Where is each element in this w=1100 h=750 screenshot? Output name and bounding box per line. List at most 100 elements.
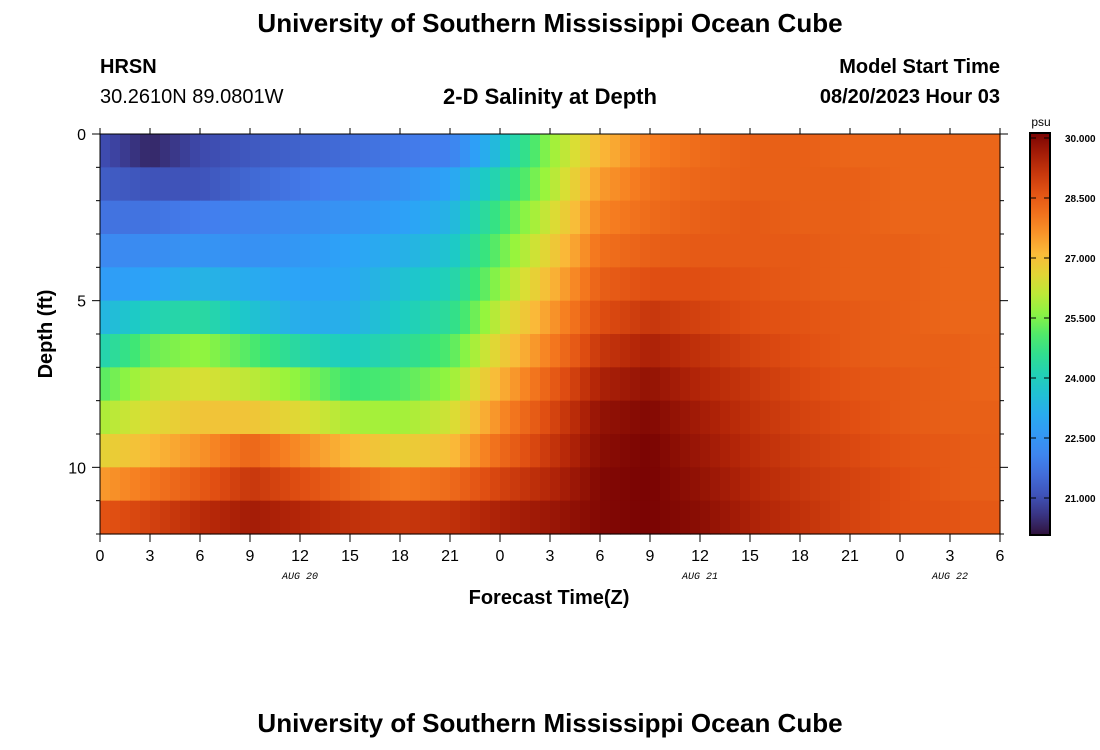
heatmap-cell: [410, 300, 421, 335]
heatmap-cell: [360, 267, 371, 302]
heatmap-cell: [930, 134, 941, 168]
heatmap-cell: [910, 200, 921, 235]
heatmap-cell: [210, 400, 221, 435]
heatmap-cell: [810, 434, 821, 468]
heatmap-cell: [510, 200, 521, 235]
heatmap-cell: [360, 167, 371, 202]
heatmap-cell: [560, 167, 571, 202]
heatmap-cell: [260, 200, 271, 235]
heatmap-cell: [930, 167, 941, 202]
heatmap-cell: [780, 434, 791, 468]
heatmap-cell: [290, 167, 301, 202]
heatmap-cell: [240, 300, 251, 335]
heatmap-cell: [690, 334, 701, 368]
heatmap-cell: [720, 234, 731, 268]
heatmap-cell: [710, 200, 721, 235]
heatmap-cell: [560, 500, 571, 535]
heatmap-cell: [670, 267, 681, 302]
heatmap-cell: [210, 200, 221, 235]
heatmap-cell: [400, 300, 411, 335]
heatmap-cell: [780, 167, 791, 202]
heatmap-cell: [660, 134, 671, 168]
heatmap-cell: [880, 167, 891, 202]
heatmap-cell: [840, 167, 851, 202]
heatmap-cell: [210, 267, 221, 302]
heatmap-cell: [300, 200, 311, 235]
heatmap-cell: [620, 434, 631, 468]
x-tick-label: 6: [196, 548, 205, 565]
heatmap-cell: [550, 367, 561, 402]
heatmap-cell: [210, 134, 221, 168]
heatmap-cell: [140, 234, 151, 268]
heatmap-cell: [220, 167, 231, 202]
heatmap-cell: [260, 400, 271, 435]
heatmap-cell: [360, 200, 371, 235]
heatmap-cell: [520, 500, 531, 535]
heatmap-cell: [380, 134, 391, 168]
heatmap-cell: [200, 267, 211, 302]
heatmap-cell: [830, 334, 841, 368]
heatmap-cell: [240, 367, 251, 402]
heatmap-cell: [110, 267, 121, 302]
heatmap-cell: [550, 400, 561, 435]
heatmap-cell: [310, 467, 321, 502]
heatmap-cell: [810, 334, 821, 368]
heatmap-cell: [990, 434, 1001, 468]
heatmap-cell: [990, 367, 1001, 402]
heatmap-cell: [130, 400, 141, 435]
heatmap-cell: [540, 500, 551, 535]
heatmap-cell: [470, 334, 481, 368]
heatmap-cell: [710, 434, 721, 468]
heatmap-cell: [690, 200, 701, 235]
heatmap-cell: [470, 367, 481, 402]
heatmap-cell: [730, 400, 741, 435]
heatmap-cell: [590, 167, 601, 202]
heatmap-cell: [390, 400, 401, 435]
heatmap-cell: [170, 500, 181, 535]
heatmap-cell: [740, 467, 751, 502]
heatmap-cell: [800, 167, 811, 202]
heatmap-cell: [120, 300, 131, 335]
heatmap-cell: [750, 467, 761, 502]
heatmap-cell: [320, 300, 331, 335]
heatmap-cell: [320, 434, 331, 468]
heatmap-cell: [680, 367, 691, 402]
heatmap-cell: [550, 500, 561, 535]
x-tick-label: 18: [791, 548, 809, 565]
heatmap-cell: [890, 234, 901, 268]
heatmap-cell: [770, 267, 781, 302]
heatmap-cell: [930, 434, 941, 468]
heatmap-cell: [350, 167, 361, 202]
heatmap-cell: [580, 300, 591, 335]
heatmap-cell: [100, 400, 111, 435]
heatmap-cell: [590, 134, 601, 168]
heatmap-cell: [740, 134, 751, 168]
heatmap-cell: [660, 400, 671, 435]
heatmap-cell: [760, 334, 771, 368]
heatmap-cell: [180, 467, 191, 502]
heatmap-cell: [190, 234, 201, 268]
heatmap-cell: [640, 234, 651, 268]
heatmap-cell: [590, 334, 601, 368]
heatmap-cell: [600, 267, 611, 302]
heatmap-cell: [800, 334, 811, 368]
heatmap-cell: [340, 167, 351, 202]
heatmap-cell: [540, 300, 551, 335]
heatmap-cell: [420, 334, 431, 368]
heatmap-cell: [900, 300, 911, 335]
heatmap-cell: [570, 300, 581, 335]
heatmap-cell: [310, 334, 321, 368]
heatmap-cell: [130, 500, 141, 535]
heatmap-cell: [730, 267, 741, 302]
heatmap-cell: [570, 267, 581, 302]
heatmap-cell: [130, 300, 141, 335]
heatmap-cell: [630, 134, 641, 168]
heatmap-cell: [970, 234, 981, 268]
heatmap-cell: [640, 500, 651, 535]
heatmap-cell: [770, 367, 781, 402]
heatmap-cell: [140, 334, 151, 368]
heatmap-cell: [870, 367, 881, 402]
heatmap-cell: [210, 434, 221, 468]
heatmap-cell: [200, 200, 211, 235]
heatmap-cell: [750, 300, 761, 335]
